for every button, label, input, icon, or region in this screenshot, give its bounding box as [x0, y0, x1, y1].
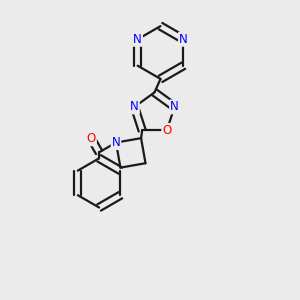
- Text: N: N: [133, 33, 142, 46]
- Text: O: O: [87, 132, 96, 145]
- Text: N: N: [130, 100, 139, 113]
- Text: N: N: [179, 33, 188, 46]
- Text: N: N: [112, 136, 120, 149]
- Text: N: N: [170, 100, 179, 113]
- Text: O: O: [162, 124, 172, 137]
